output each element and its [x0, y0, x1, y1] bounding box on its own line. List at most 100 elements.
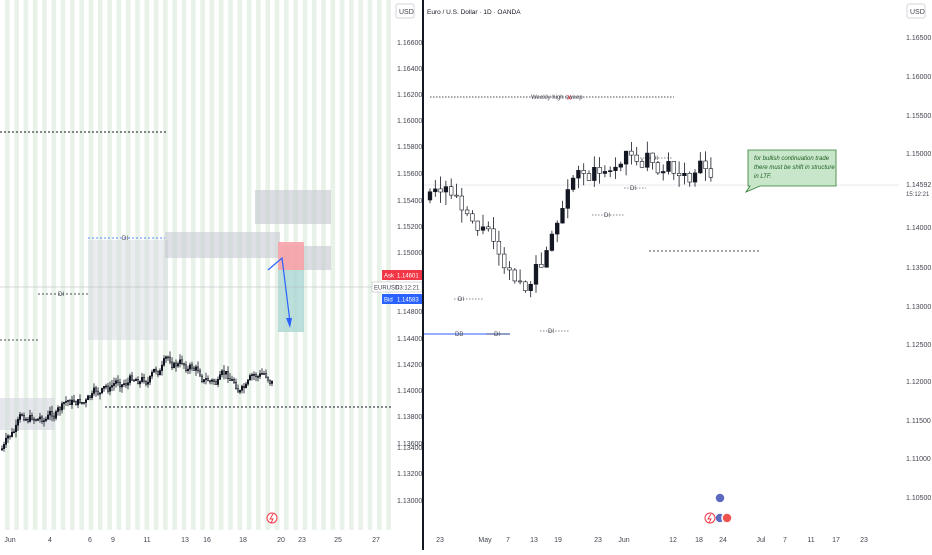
candle-body	[73, 399, 76, 402]
candle-body	[671, 161, 676, 174]
event-flash-icon[interactable]	[266, 512, 278, 524]
right-chart-pane[interactable]: Euro / U.S. Dollar · 1D · OANDA Weekly h…	[424, 0, 932, 550]
candle-body	[549, 233, 555, 251]
candle-body	[36, 418, 39, 421]
candle-body	[211, 379, 214, 382]
candle-body	[233, 379, 236, 383]
candle-body	[464, 209, 470, 215]
price-axis[interactable]	[899, 0, 932, 550]
session-stripe	[42, 0, 47, 530]
candle-body	[229, 378, 232, 381]
candle-body	[115, 380, 118, 384]
price-tick-label: 1.10500	[906, 495, 931, 502]
candle-body	[639, 161, 645, 168]
price-tick-label: 1.15600	[397, 171, 422, 178]
price-tick-label: 1.14800	[397, 309, 422, 316]
candle-body	[215, 381, 218, 385]
candle-body	[181, 359, 184, 364]
candle-body	[459, 195, 464, 211]
candle-body	[105, 385, 108, 388]
currency-button[interactable]	[906, 3, 926, 19]
session-stripe	[256, 0, 261, 530]
candle-body	[30, 415, 33, 420]
candle-body	[586, 173, 592, 181]
candle-body	[682, 173, 687, 176]
candle-body	[264, 373, 267, 378]
session-stripe	[237, 0, 243, 530]
candle-body	[213, 379, 216, 382]
candle-body	[225, 371, 228, 375]
candle-body	[251, 374, 254, 376]
candle-body	[189, 364, 192, 370]
candle-body	[185, 364, 188, 372]
candle-body	[470, 213, 475, 222]
candle-body	[93, 387, 96, 394]
candle-body	[223, 370, 226, 375]
candle-body	[18, 414, 21, 420]
candle-body	[698, 160, 703, 174]
candle-body	[266, 376, 269, 381]
candle-body	[650, 152, 655, 163]
candle-body	[26, 418, 29, 422]
candle-body	[243, 385, 246, 389]
candle-body	[227, 371, 230, 379]
candle-body	[618, 163, 623, 168]
session-stripe	[51, 0, 57, 530]
right-chart-canvas[interactable]: Euro / U.S. Dollar · 1D · OANDA Weekly h…	[424, 0, 932, 550]
candle-body	[159, 370, 162, 376]
price-tick-label: 1.12000	[906, 379, 931, 386]
candle-body	[197, 366, 200, 372]
di-label: DI	[548, 329, 554, 335]
time-tick-label: 11	[143, 537, 150, 544]
candle-body	[101, 387, 104, 394]
time-tick-label: 25	[334, 537, 342, 544]
projection-arrow	[267, 256, 291, 323]
session-stripe	[377, 0, 382, 530]
candle-body	[247, 379, 250, 385]
economic-event-icon[interactable]	[714, 492, 726, 504]
candle-body	[71, 399, 74, 406]
price-tick-label: 1.16000	[397, 118, 422, 125]
candle-body	[119, 382, 122, 388]
time-tick-label: 23	[436, 537, 444, 544]
time-axis[interactable]	[0, 530, 392, 550]
time-tick-label: Jun	[4, 537, 15, 544]
event-flash-icon[interactable]	[704, 512, 716, 524]
candle-body	[179, 359, 182, 364]
candle-body	[634, 154, 639, 162]
session-stripe	[153, 0, 159, 530]
pane-divider[interactable]	[422, 0, 424, 550]
currency-button[interactable]	[395, 3, 415, 19]
candle-body	[62, 402, 65, 404]
session-stripe	[23, 0, 29, 530]
economic-event-icon[interactable]	[721, 512, 733, 524]
time-axis[interactable]	[424, 530, 899, 550]
note-callout[interactable]	[744, 149, 837, 193]
candle-body	[153, 368, 156, 373]
candle-body	[161, 364, 164, 371]
price-tick-label: 1.13500	[906, 265, 931, 272]
price-tick-label: 1.12500	[906, 342, 931, 349]
price-tick-label: 1.15000	[906, 151, 931, 158]
session-stripe	[135, 0, 140, 530]
price-tick-label: 1.16400	[397, 66, 422, 73]
upper-zone	[255, 190, 331, 224]
candle-body	[143, 377, 146, 382]
time-tick-label: 7	[506, 537, 510, 544]
price-tick-label: 1.13200	[397, 471, 422, 478]
left-chart-canvas[interactable]: DI DI USD 1.166001.164001.162001.160001.…	[0, 0, 422, 550]
candle-body	[103, 386, 106, 389]
left-chart-pane[interactable]: DI DI USD 1.16600 1.16400 1.16200 1.16000 1.…	[0, 0, 422, 550]
session-stripe	[209, 0, 215, 530]
price-tick-label: 1.14000	[906, 225, 931, 232]
candle-body	[85, 399, 88, 403]
candle-body	[91, 393, 94, 398]
price-tick-label: 1.13000	[906, 304, 931, 311]
candle-body	[528, 283, 533, 291]
candle-body	[256, 376, 259, 378]
candle-body	[655, 162, 661, 174]
price-tick-labels: 1.16600 1.16400 1.16200 1.16000 1.15800 1.156…	[397, 40, 422, 505]
price-tick-label: 1.16500	[906, 35, 931, 42]
candle-body	[107, 385, 110, 392]
candle-body	[34, 419, 37, 421]
